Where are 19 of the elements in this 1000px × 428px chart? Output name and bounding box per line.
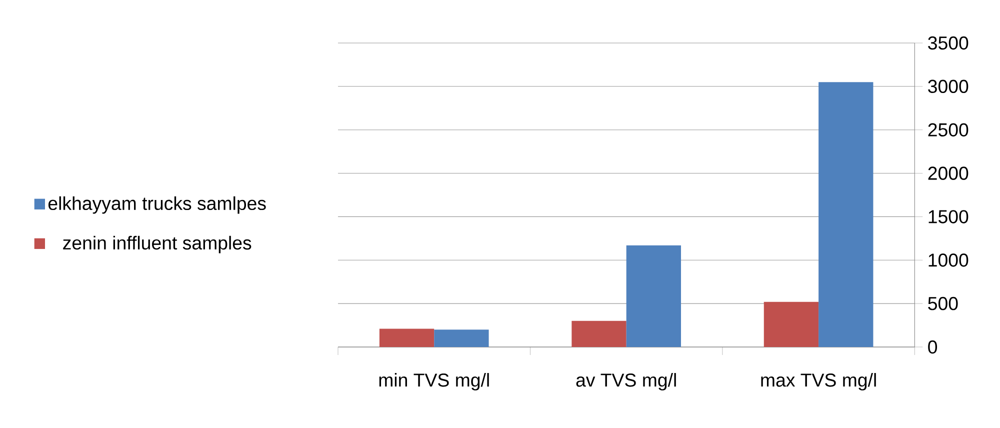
y-tick-label: 3000 [928, 80, 968, 94]
bar [572, 320, 626, 347]
y-tick-label: 1500 [928, 210, 968, 224]
legend-label: zenin inffluent samples [63, 236, 252, 254]
y-tick-label: 500 [928, 296, 958, 310]
bar [818, 82, 874, 347]
legend-label: elkhayyam trucks samlpes [48, 196, 266, 214]
y-tick-label: 1000 [928, 254, 968, 267]
y-tick-label: 0 [928, 340, 938, 354]
bar [434, 330, 489, 347]
bar [379, 328, 434, 347]
y-tick-label: 2500 [928, 123, 968, 136]
x-tick-label: min TVS mg/l [379, 373, 489, 390]
bar [626, 245, 681, 347]
x-tick-label: max TVS mg/l [761, 373, 876, 390]
x-tick-label: av TVS mg/l [576, 373, 676, 390]
y-tick-label: 3500 [928, 36, 968, 50]
y-tick-label: 2000 [928, 166, 968, 180]
bar [764, 302, 819, 347]
